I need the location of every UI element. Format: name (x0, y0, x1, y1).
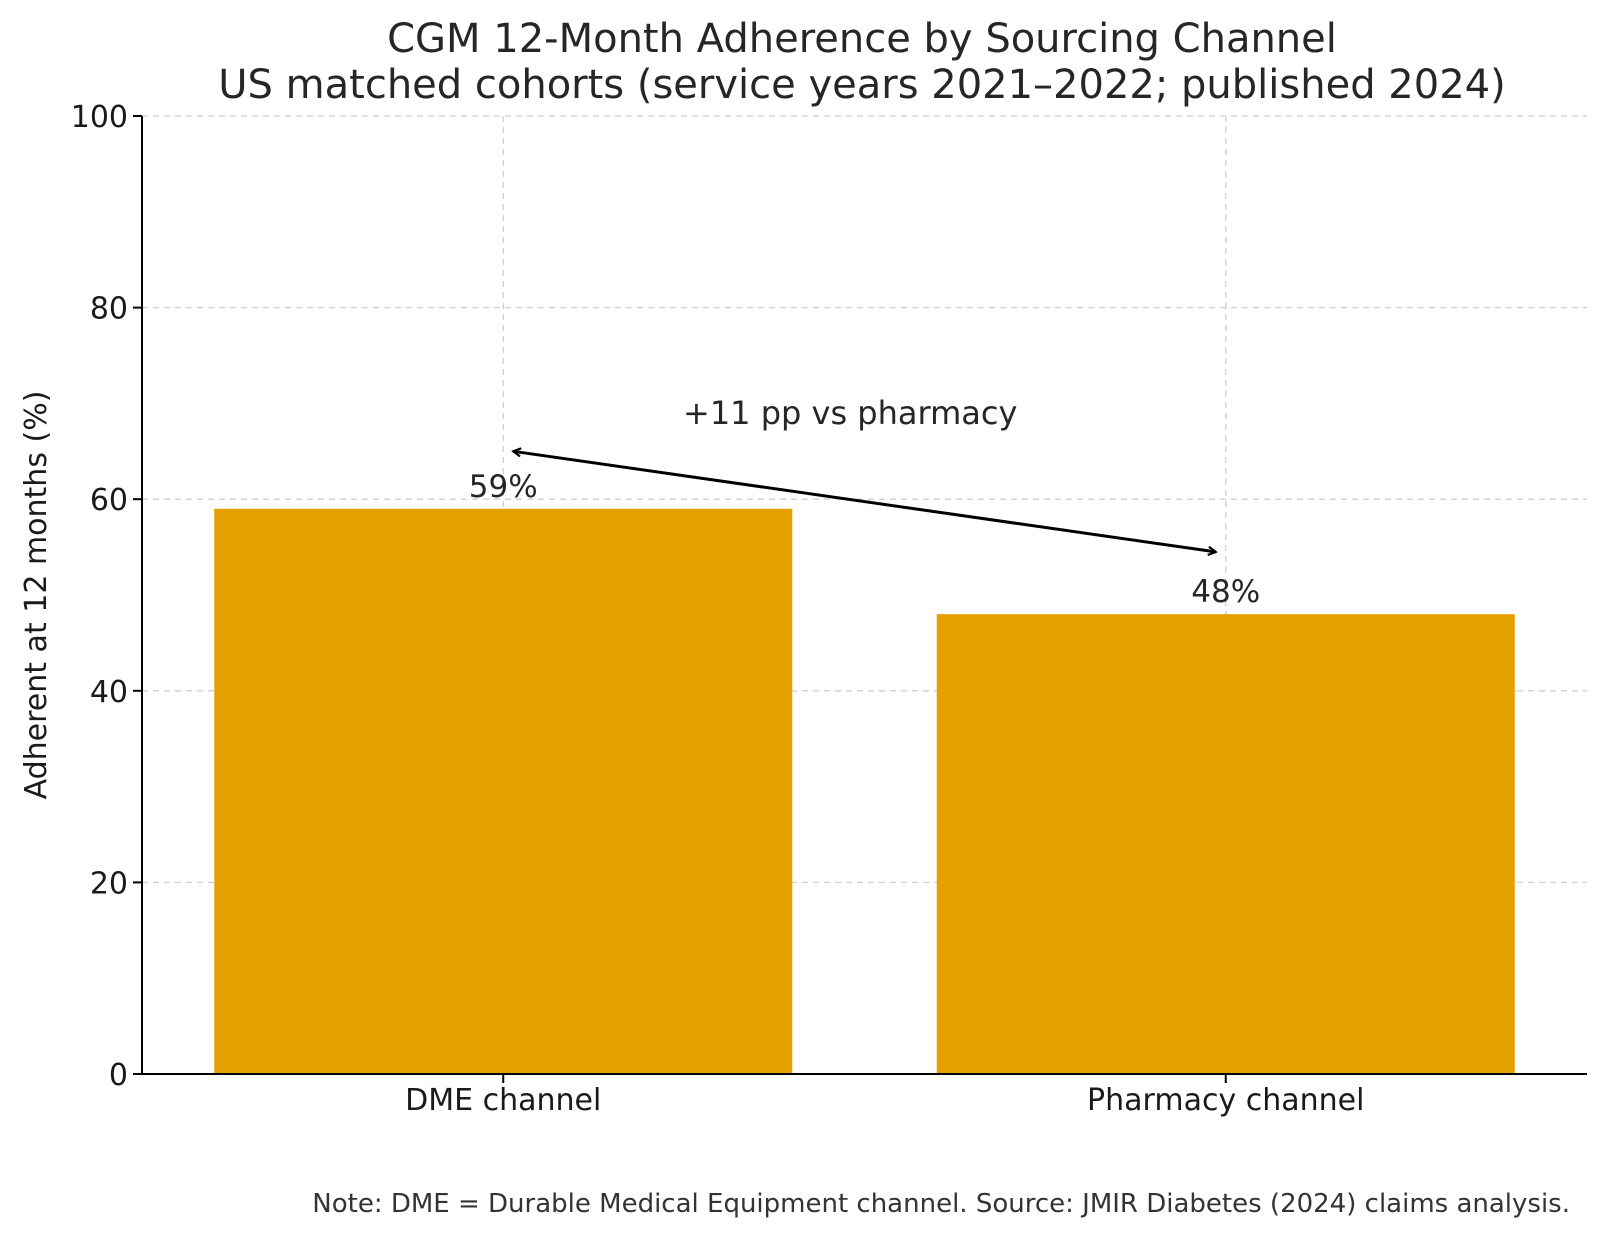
x-tick-label: Pharmacy channel (1087, 1083, 1364, 1118)
bars (214, 508, 1515, 1074)
y-tick-label: 40 (90, 675, 128, 710)
y-tick-label: 0 (109, 1058, 128, 1093)
y-tick-label: 20 (90, 866, 128, 901)
y-axis-ticks: 0 20 40 60 80 100 (71, 100, 142, 1093)
footnote: Note: DME = Durable Medical Equipment ch… (312, 1189, 1570, 1219)
bar (214, 508, 793, 1074)
bar-value-label: 59% (469, 469, 538, 505)
x-tick-label: DME channel (405, 1083, 601, 1118)
y-tick-label: 80 (90, 292, 128, 327)
y-axis-label: Adherent at 12 months (%) (19, 391, 54, 800)
bar (936, 614, 1515, 1074)
difference-arrow (513, 451, 1216, 552)
y-tick-label: 60 (90, 483, 128, 518)
chart-title: CGM 12-Month Adherence by Sourcing Chann… (387, 16, 1337, 62)
difference-annotation: +11 pp vs pharmacy (683, 394, 1017, 432)
chart-subtitle: US matched cohorts (service years 2021–2… (218, 62, 1505, 108)
y-tick-label: 100 (71, 100, 128, 135)
bar-value-label: 48% (1191, 574, 1260, 610)
x-axis-ticks: DME channel Pharmacy channel (405, 1074, 1364, 1118)
